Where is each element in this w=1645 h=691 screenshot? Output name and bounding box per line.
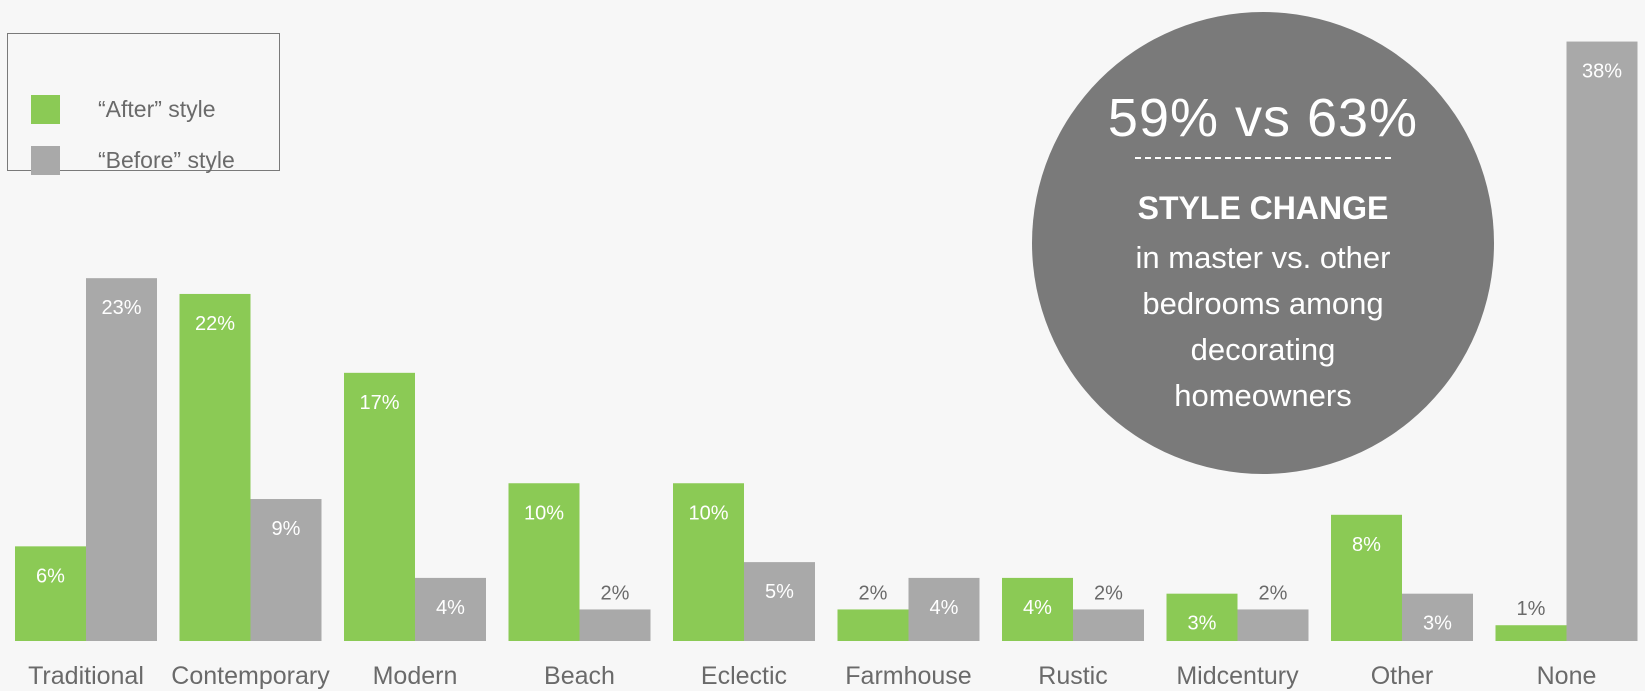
category-label-eclectic: Eclectic: [701, 662, 787, 690]
data-label-after-traditional: 6%: [36, 565, 65, 587]
data-label-before-none: 38%: [1582, 61, 1622, 83]
callout-headline: STYLE CHANGE: [1137, 190, 1389, 226]
bar-before-beach: [579, 609, 651, 641]
data-label-after-other: 8%: [1352, 534, 1381, 556]
callout-comparison: 59% vs 63%: [1107, 88, 1419, 148]
bar-after-farmhouse: [837, 609, 909, 641]
category-label-rustic: Rustic: [1038, 662, 1107, 690]
category-label-none: None: [1537, 662, 1597, 690]
data-label-after-rustic: 4%: [1023, 597, 1052, 619]
category-label-modern: Modern: [373, 662, 458, 690]
legend-label-before: “Before” style: [98, 146, 235, 173]
legend-label-after: “After” style: [98, 95, 216, 122]
category-label-contemporary: Contemporary: [171, 662, 330, 690]
bar-after-other: [1331, 514, 1402, 641]
data-label-before-beach: 2%: [601, 582, 630, 604]
category-label-traditional: Traditional: [28, 662, 144, 690]
bar-before-modern: [415, 577, 486, 641]
legend-swatch-after: [31, 94, 60, 124]
data-label-after-modern: 17%: [359, 392, 399, 414]
category-label-farmhouse: Farmhouse: [845, 662, 971, 690]
data-label-before-midcentury: 2%: [1259, 582, 1288, 604]
callout-description: in master vs. other bedrooms among decor…: [1135, 240, 1391, 413]
data-label-before-modern: 4%: [436, 597, 465, 619]
bar-after-eclectic: [673, 483, 744, 641]
data-label-after-contemporary: 22%: [195, 313, 235, 335]
legend-item-before: “Before” style: [31, 145, 235, 175]
legend-item-after: “After” style: [31, 94, 216, 124]
bar-after-none: [1495, 625, 1567, 641]
bar-before-contemporary: [250, 499, 322, 641]
category-label-midcentury: Midcentury: [1176, 662, 1299, 690]
bar-before-other: [1402, 593, 1473, 641]
callout-divider: [1135, 157, 1391, 159]
bar-after-rustic: [1002, 577, 1073, 641]
bar-after-beach: [508, 483, 580, 641]
data-label-after-eclectic: 10%: [688, 502, 728, 524]
bar-after-midcentury: [1166, 593, 1238, 641]
bar-after-contemporary: [179, 293, 251, 641]
data-label-after-midcentury: 3%: [1188, 613, 1217, 635]
data-label-before-rustic: 2%: [1094, 582, 1123, 604]
data-label-before-other: 3%: [1423, 613, 1452, 635]
data-label-after-beach: 10%: [524, 502, 564, 524]
bar-before-farmhouse: [908, 577, 980, 641]
bar-before-traditional: [86, 278, 157, 641]
data-label-before-contemporary: 9%: [272, 518, 301, 540]
bar-after-traditional: [15, 546, 86, 641]
summary-callout: 59% vs 63% STYLE CHANGE in master vs. ot…: [1032, 12, 1494, 474]
legend-swatch-before: [31, 145, 60, 175]
data-label-before-farmhouse: 4%: [930, 597, 959, 619]
data-label-before-eclectic: 5%: [765, 581, 794, 603]
category-label-other: Other: [1371, 662, 1434, 690]
bar-before-rustic: [1073, 609, 1144, 641]
data-label-after-farmhouse: 2%: [859, 582, 888, 604]
data-label-before-traditional: 23%: [101, 297, 141, 319]
legend: “After” style “Before” style: [7, 33, 280, 175]
bar-before-eclectic: [744, 562, 815, 641]
bar-before-midcentury: [1237, 609, 1309, 641]
data-label-after-none: 1%: [1517, 598, 1546, 620]
bar-before-none: [1566, 41, 1638, 642]
category-label-beach: Beach: [544, 662, 615, 690]
bar-after-modern: [344, 372, 415, 641]
